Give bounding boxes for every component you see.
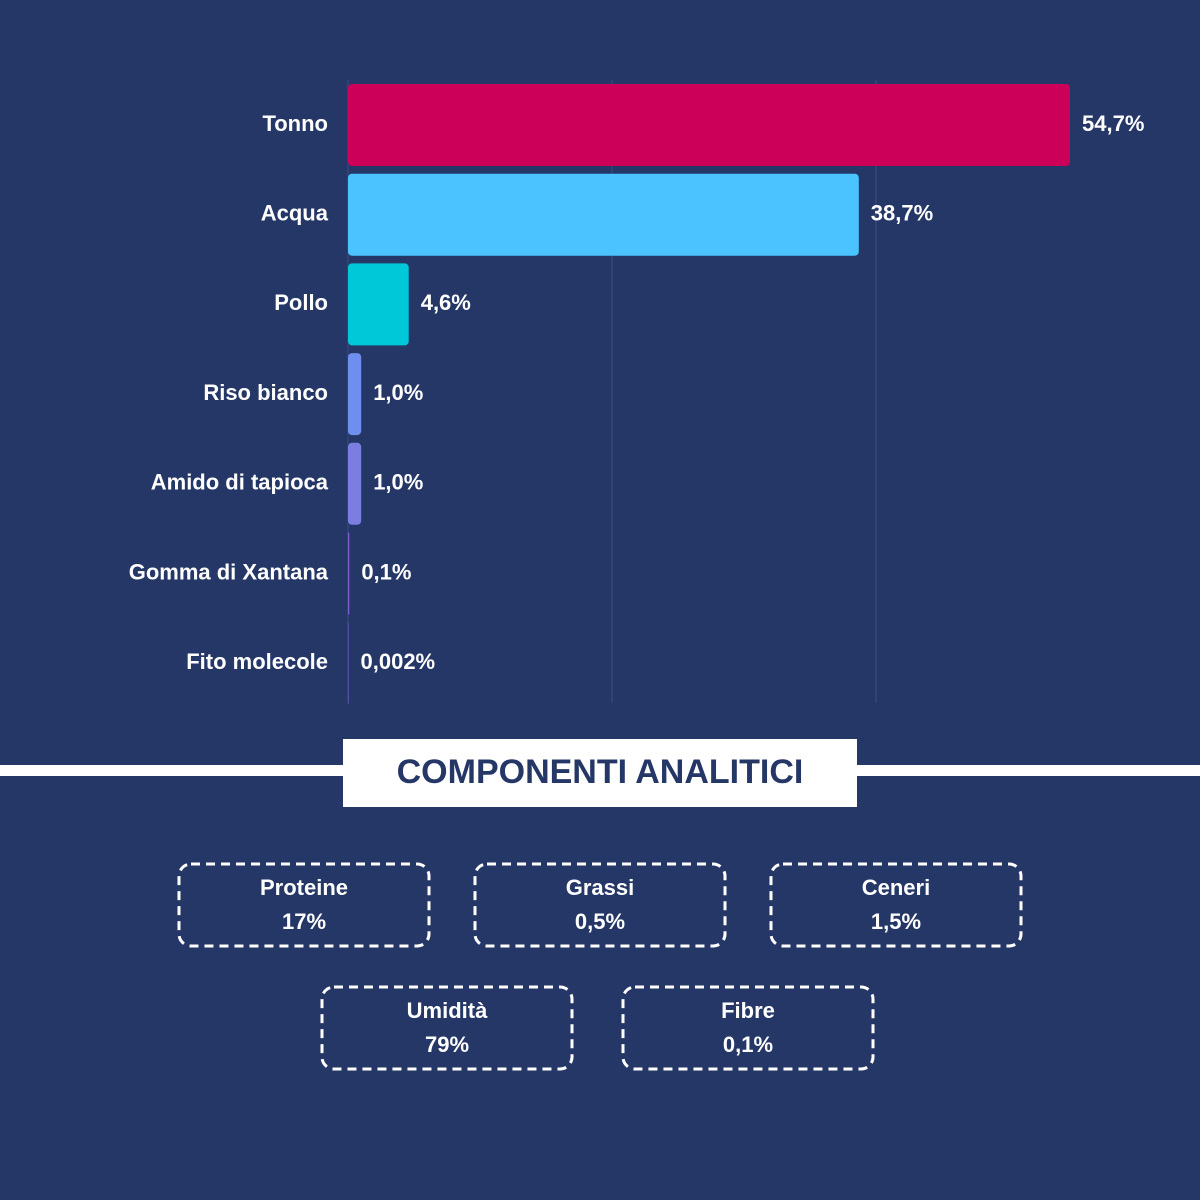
bar	[348, 263, 409, 346]
bar	[348, 353, 362, 436]
category-label: Fito molecole	[186, 649, 328, 674]
info-box	[621, 985, 875, 1071]
category-label: Tonno	[262, 111, 328, 136]
value-label: 0,1%	[361, 559, 411, 584]
value-label: 38,7%	[871, 201, 933, 226]
info-box	[320, 985, 574, 1071]
bar	[348, 173, 859, 256]
value-label: 0,002%	[361, 649, 436, 674]
info-value: 0,1%	[723, 1032, 773, 1057]
info-value: 17%	[282, 909, 326, 934]
category-label: Acqua	[261, 201, 329, 226]
category-label: Pollo	[274, 290, 328, 315]
value-label: 54,7%	[1082, 111, 1144, 136]
info-label: Grassi	[566, 875, 635, 900]
value-label: 1,0%	[373, 470, 423, 495]
section-title-box	[343, 739, 857, 807]
info-box	[177, 862, 431, 948]
category-label: Riso bianco	[203, 380, 328, 405]
value-label: 4,6%	[421, 290, 471, 315]
info-label: Ceneri	[862, 875, 930, 900]
bar	[348, 622, 349, 705]
category-label: Gomma di Xantana	[129, 559, 329, 584]
info-label: Proteine	[260, 875, 348, 900]
info-box	[473, 862, 727, 948]
info-box	[769, 862, 1023, 948]
bar	[348, 442, 362, 525]
bar	[348, 532, 350, 615]
section-title: COMPONENTI ANALITICI	[397, 753, 804, 791]
info-value: 79%	[425, 1032, 469, 1057]
bar	[348, 84, 1070, 166]
info-value: 0,5%	[575, 909, 625, 934]
category-label: Amido di tapioca	[151, 470, 329, 495]
info-label: Umidità	[407, 998, 488, 1023]
value-label: 1,0%	[373, 380, 423, 405]
info-label: Fibre	[721, 998, 775, 1023]
info-value: 1,5%	[871, 909, 921, 934]
